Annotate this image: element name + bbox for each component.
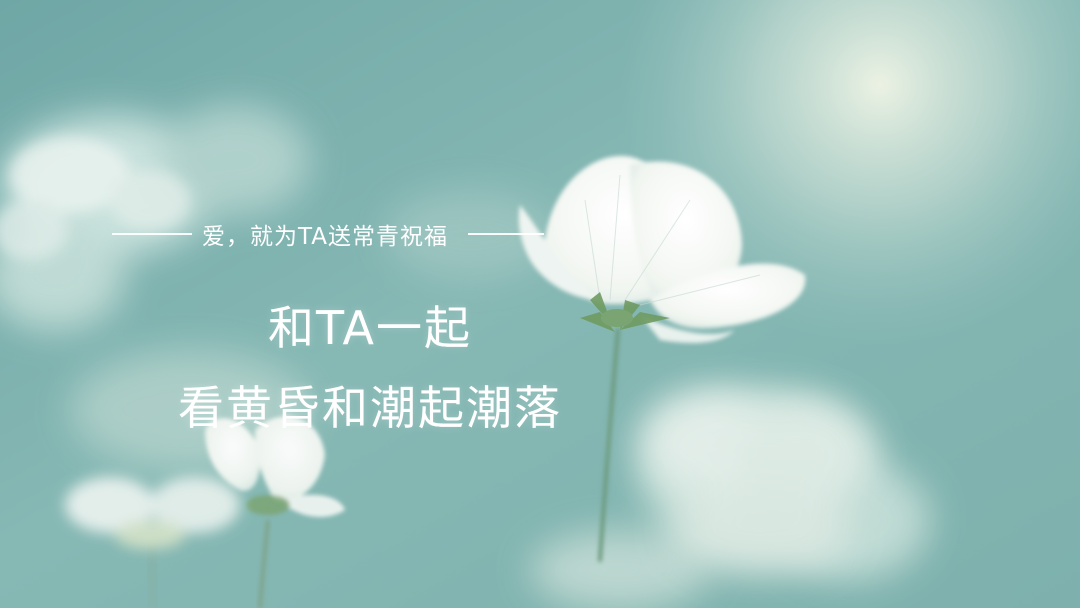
title-line-1: 和TA一起 (268, 301, 472, 355)
tagline-row: 爱，就为TA送常青祝福 (112, 216, 628, 252)
decorative-line-left (112, 233, 192, 235)
title-line-2: 看黄昏和潮起潮落 (178, 381, 562, 435)
tagline-text: 爱，就为TA送常青祝福 (202, 224, 448, 250)
decorative-line-right (468, 233, 544, 235)
